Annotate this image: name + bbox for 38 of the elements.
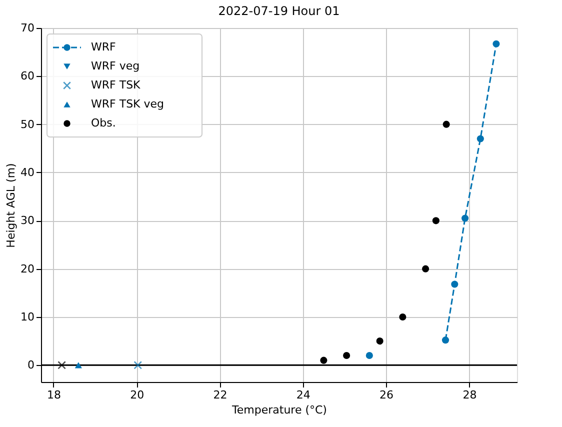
y-tick-label: 70: [20, 22, 34, 34]
point: [376, 338, 384, 345]
x-tick-label: 22: [213, 388, 228, 402]
point: [422, 265, 430, 272]
x-axis-title: Temperature (°C): [231, 404, 327, 416]
y-axis-title: Height AGL (m): [4, 163, 18, 248]
point: [366, 352, 373, 360]
y-tick-label: 0: [28, 358, 34, 372]
x-tick-label: 26: [380, 388, 394, 402]
legend-label: WRF TSK veg: [91, 98, 164, 110]
y-tick-label: 50: [20, 118, 34, 131]
point: [58, 360, 66, 370]
legend-label: WRF TSK: [91, 78, 142, 92]
point: [343, 352, 350, 360]
y-tick-label: 60: [20, 70, 34, 83]
point: [476, 135, 484, 142]
point: [320, 356, 328, 364]
point: [442, 120, 450, 128]
chart-title: 2022-07-19 Hour 01: [218, 4, 340, 18]
point: [74, 362, 82, 368]
point: [492, 40, 500, 48]
x-tick-label: 18: [46, 388, 61, 402]
point: [134, 360, 142, 370]
point: [442, 336, 450, 344]
x-tick-label: 24: [296, 388, 310, 402]
y-tick-label: 10: [20, 310, 34, 324]
point: [451, 280, 458, 288]
y-tick-label: 30: [20, 214, 34, 228]
y-tick-label: 40: [20, 166, 34, 179]
point: [432, 217, 440, 224]
y-tick-label: 20: [20, 262, 34, 276]
point: [399, 313, 406, 321]
point: [462, 214, 469, 222]
legend-label: Obs.: [91, 116, 116, 130]
legend-label: WRF: [91, 40, 116, 54]
legend-label: WRF veg: [91, 60, 140, 72]
x-tick-label: 28: [462, 388, 477, 402]
x-tick-label: 20: [130, 388, 144, 402]
